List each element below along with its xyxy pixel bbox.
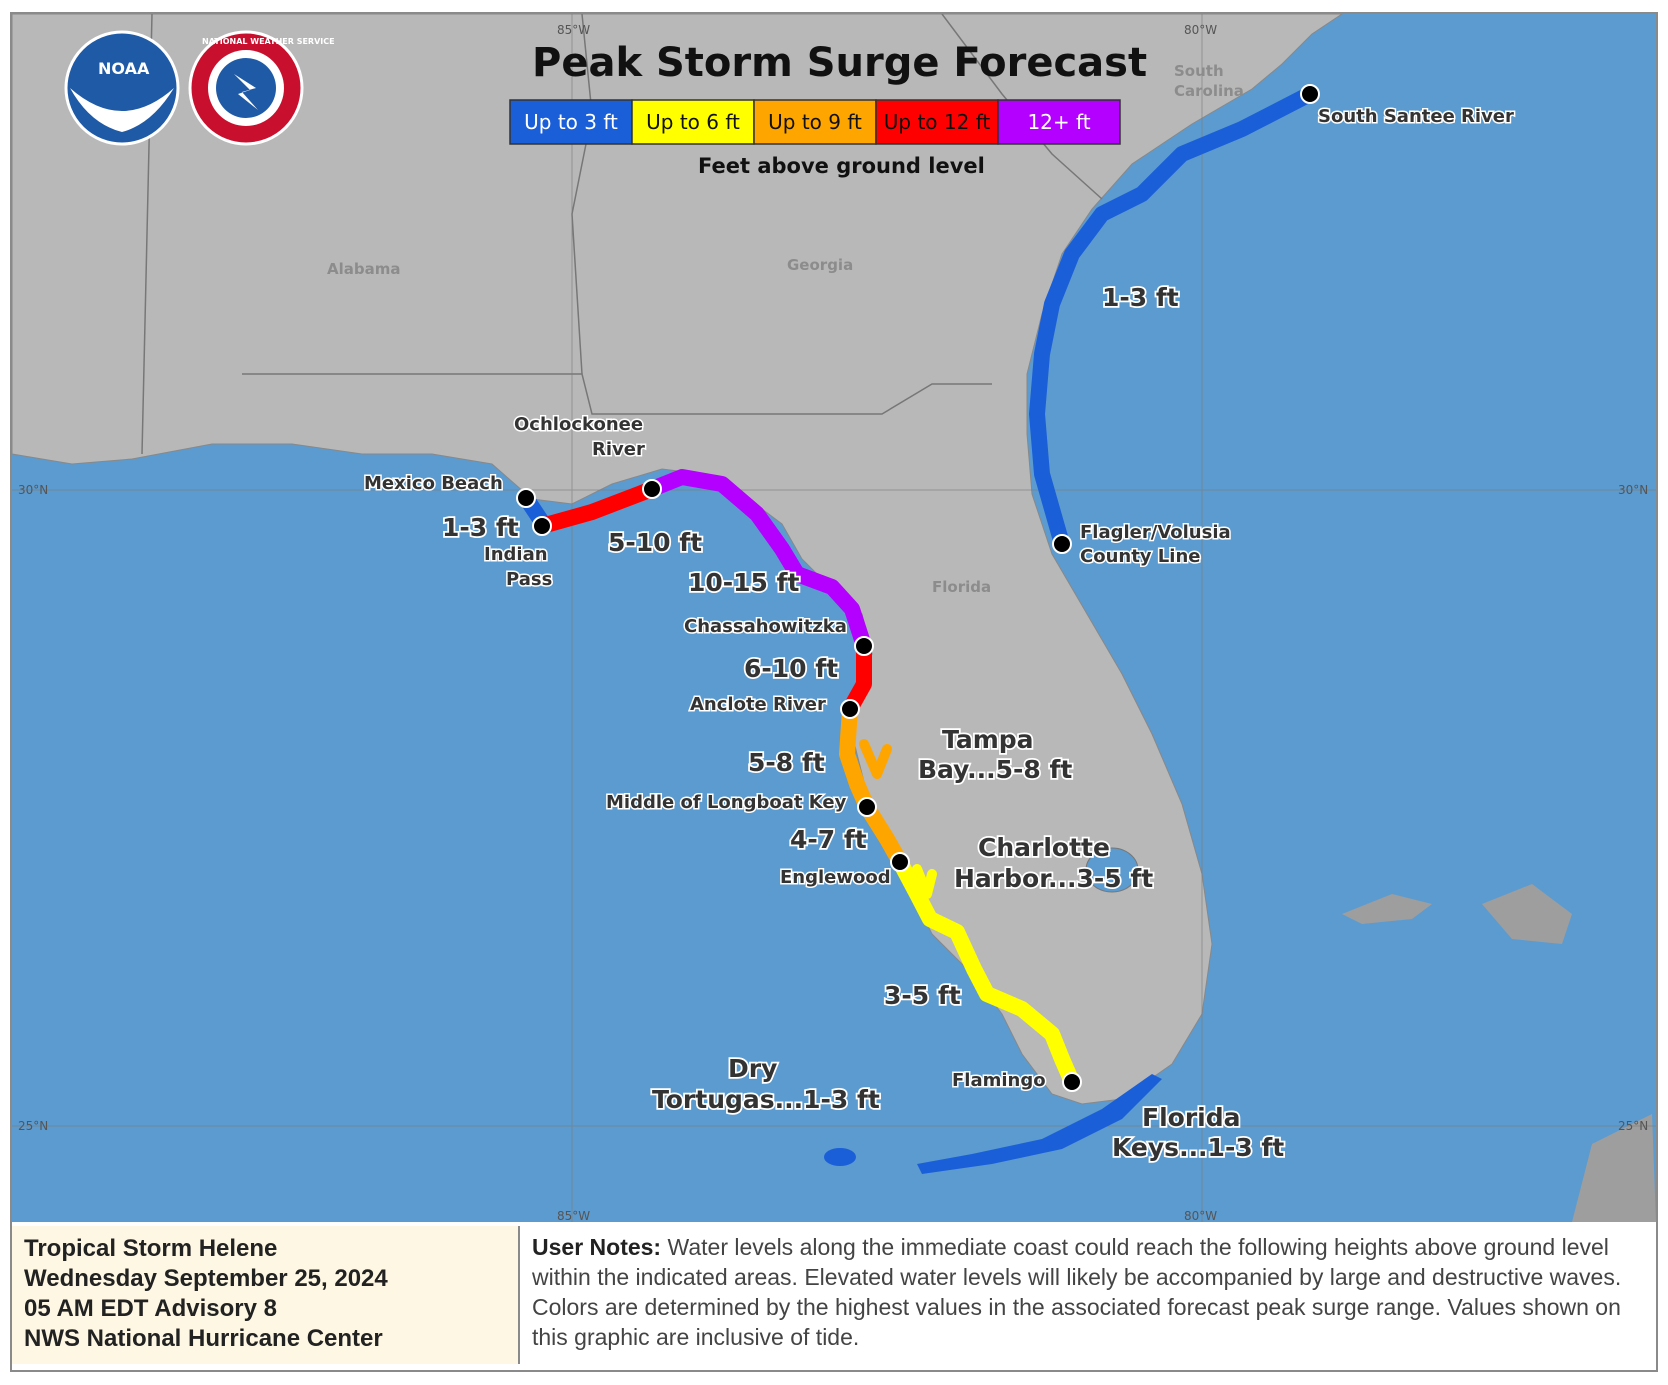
surge-label: Bay...5-8 ft: [918, 755, 1072, 784]
legend-swatch: [875, 99, 999, 145]
marker-south-santee: [1300, 84, 1320, 104]
surge-label: 6-10 ft: [744, 654, 838, 683]
place-label: Middle of Longboat Key: [606, 792, 847, 813]
surge-label: 1-3 ft: [1102, 283, 1179, 312]
place-label: Chassahowitzka: [684, 616, 847, 637]
surge-label: Charlotte: [978, 833, 1110, 862]
legend-label: Up to 12 ft: [884, 110, 991, 134]
legend-swatch: [753, 99, 877, 145]
grid-label: 25°N: [1618, 1119, 1648, 1133]
place-label: Ochlockonee: [514, 414, 643, 435]
state-label: South: [1174, 62, 1224, 80]
surge-big-bend: [644, 469, 872, 654]
grid-label: 80°W: [1184, 23, 1217, 37]
user-notes-panel: User Notes: Water levels along the immed…: [522, 1226, 1656, 1364]
legend-label: Up to 3 ft: [524, 110, 618, 134]
place-label: Flamingo: [952, 1070, 1046, 1091]
surge-label: Keys...1-3 ft: [1112, 1133, 1284, 1162]
state-label: Alabama: [327, 260, 400, 278]
lake-okeechobee: [1085, 847, 1139, 893]
marker-englewood: [890, 852, 910, 872]
state-label: Carolina: [1174, 82, 1244, 100]
marker-ochlockonee: [642, 479, 662, 499]
marker-anclote: [840, 699, 860, 719]
marker-flagler: [1052, 534, 1072, 554]
storm-date: Wednesday September 25, 2024: [24, 1265, 388, 1292]
map-title: Peak Storm Surge Forecast: [532, 40, 1147, 86]
place-label: Flagler/Volusia: [1080, 522, 1231, 543]
grid-label: 30°N: [1618, 483, 1648, 497]
surge-label: Florida: [1142, 1103, 1241, 1132]
noaa-logo: NOAA: [64, 30, 180, 146]
place-label: River: [592, 439, 645, 460]
user-notes-text: Water levels along the immediate coast c…: [532, 1234, 1622, 1350]
nws-logo: NATIONAL WEATHER SERVICE: [188, 30, 335, 146]
surge-label: 10-15 ft: [688, 568, 800, 597]
svg-text:NOAA: NOAA: [98, 59, 150, 78]
surge-label: Dry: [728, 1054, 777, 1083]
issuing-center: NWS National Hurricane Center: [24, 1325, 383, 1352]
place-label: Mexico Beach: [364, 473, 503, 494]
legend-subtitle: Feet above ground level: [698, 154, 985, 178]
surge-label: 5-10 ft: [608, 528, 702, 557]
marker-chassahowitzka: [854, 636, 874, 656]
surge-label: 1-3 ft: [442, 513, 519, 542]
storm-name: Tropical Storm Helene: [24, 1235, 278, 1262]
legend-swatch: [509, 99, 633, 145]
grid-label: 85°W: [557, 23, 590, 37]
place-label: Pass: [506, 569, 552, 590]
place-label: South Santee River: [1318, 106, 1514, 127]
surge-charlotte: [912, 864, 937, 899]
surge-label: Tampa: [942, 725, 1034, 754]
cuba-land: [1572, 1114, 1656, 1222]
surge-atlantic: [1029, 86, 1318, 552]
surge-dry-tortugas: [824, 1148, 856, 1166]
surge-label: 3-5 ft: [884, 981, 961, 1010]
advisory: 05 AM EDT Advisory 8: [24, 1295, 277, 1322]
marker-mexico-beach: [516, 488, 536, 508]
place-label: County Line: [1080, 546, 1200, 567]
legend-swatch: [997, 99, 1121, 145]
place-label: Englewood: [780, 867, 891, 888]
grid-label: 80°W: [1184, 1209, 1217, 1222]
surge-map: 85°W 80°W 85°W 80°W 30°N 30°N 25°N 25°N …: [12, 14, 1656, 1222]
surge-label: 4-7 ft: [790, 825, 867, 854]
grid-label: 30°N: [18, 483, 48, 497]
legend: Up to 3 ft Up to 6 ft Up to 9 ft Up to 12 f…: [509, 99, 1121, 145]
grid-label: 85°W: [557, 1209, 590, 1222]
storm-info-panel: Tropical Storm Helene Wednesday Septembe…: [12, 1226, 520, 1364]
legend-label: Up to 6 ft: [646, 110, 740, 134]
marker-flamingo: [1062, 1072, 1082, 1092]
place-label: Indian: [484, 544, 548, 565]
surge-englewood-flamingo: [892, 854, 1080, 1090]
surge-label: Tortugas...1-3 ft: [652, 1085, 880, 1114]
surge-label: Harbor...3-5 ft: [954, 864, 1153, 893]
state-label: Florida: [932, 578, 991, 596]
bahamas-land-2: [1482, 884, 1572, 944]
place-label: Anclote River: [690, 694, 826, 715]
marker-longboat: [857, 797, 877, 817]
surge-ochlockonee: [534, 481, 660, 534]
svg-text:NATIONAL WEATHER SERVICE: NATIONAL WEATHER SERVICE: [202, 37, 335, 46]
bahamas-land: [1342, 894, 1432, 924]
surge-tampa-bay: [859, 739, 892, 779]
user-notes-label: User Notes:: [532, 1234, 662, 1260]
surge-florida-keys: [917, 1074, 1162, 1174]
marker-indian-pass: [532, 516, 552, 536]
legend-swatch: [631, 99, 755, 145]
state-label: Georgia: [787, 256, 853, 274]
surge-label: 5-8 ft: [748, 748, 825, 777]
legend-label: 12+ ft: [1027, 110, 1090, 134]
legend-label: Up to 9 ft: [768, 110, 862, 134]
grid-label: 25°N: [18, 1119, 48, 1133]
surge-anclote-longboat: [839, 701, 875, 815]
